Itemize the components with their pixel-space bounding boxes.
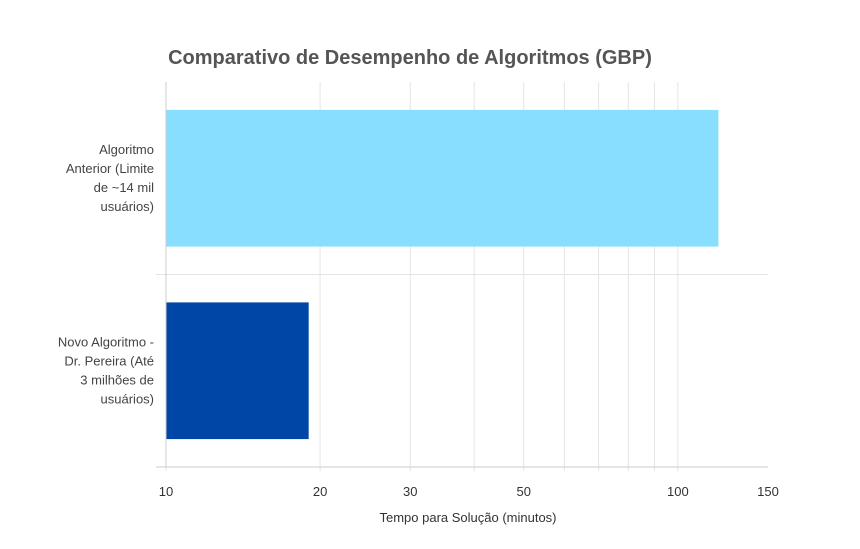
x-axis-title: Tempo para Solução (minutos) xyxy=(379,510,556,525)
x-tick-label: 20 xyxy=(313,484,327,499)
category-label: Algoritmo Anterior (Limite de ~14 mil usuár… xyxy=(66,142,154,214)
x-tick-label: 30 xyxy=(403,484,417,499)
x-tick-labels: 10 20 30 50 100 150 xyxy=(159,484,779,499)
bar[interactable] xyxy=(166,109,719,247)
bar[interactable] xyxy=(166,302,309,440)
x-tick-label: 150 xyxy=(757,484,779,499)
bars xyxy=(166,109,719,440)
category-label: Novo Algoritmo -Dr. Pereira (Até 3 milhõe… xyxy=(58,334,154,406)
x-tick-label: 100 xyxy=(667,484,689,499)
x-tick-label: 10 xyxy=(159,484,173,499)
category-labels: Algoritmo Anterior (Limite de ~14 mil usuár… xyxy=(58,142,154,407)
chart-title: Comparativo de Desempenho de Algoritmos … xyxy=(168,47,652,69)
x-tick-label: 50 xyxy=(517,484,531,499)
